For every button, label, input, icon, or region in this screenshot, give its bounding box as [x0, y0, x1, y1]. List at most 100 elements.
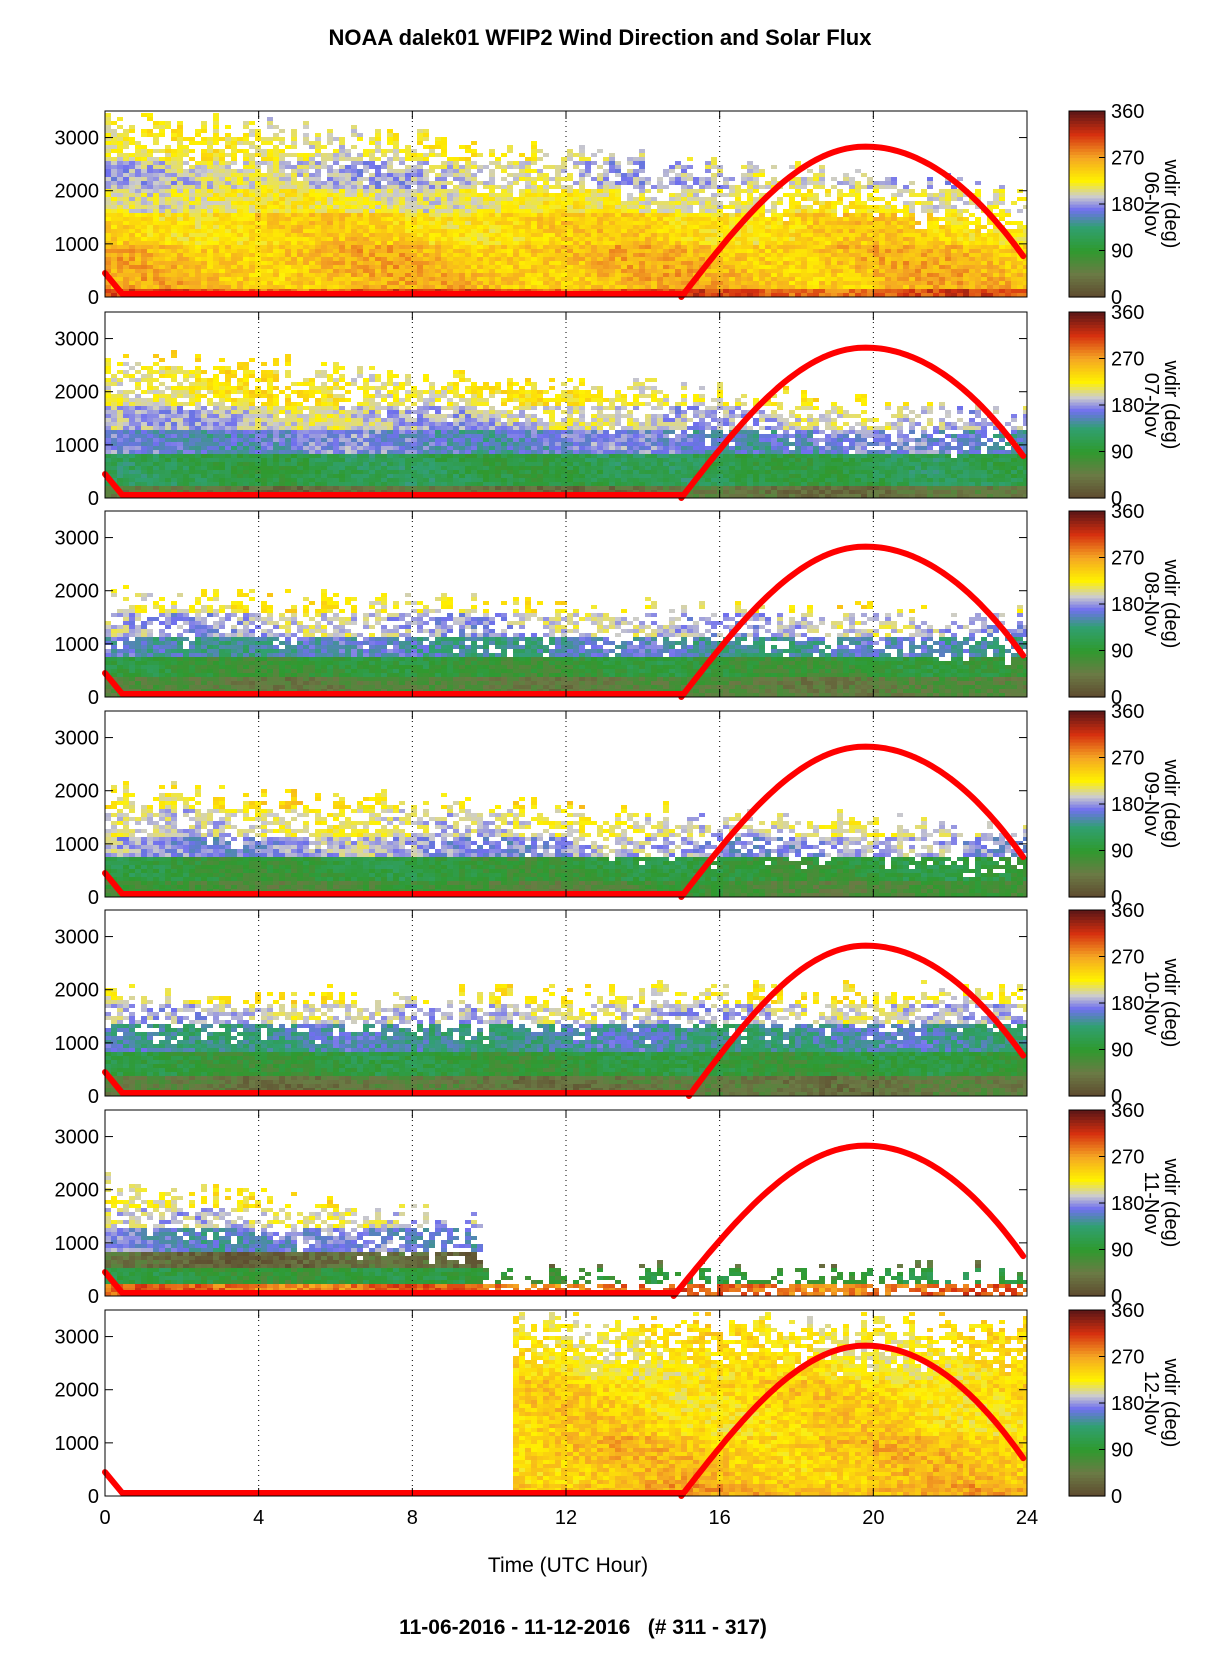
colorbar-segment — [1069, 1086, 1105, 1091]
colorbar-segment — [1069, 953, 1105, 958]
colorbar-segment — [1069, 641, 1105, 645]
colorbar-segment — [1069, 726, 1105, 731]
colorbar-segment — [1069, 1178, 1105, 1182]
colorbar-segment — [1069, 473, 1105, 477]
colorbar-segment — [1069, 1465, 1105, 1469]
colorbar-segment — [1069, 959, 1105, 964]
colorbar-tick-label: 180 — [1111, 794, 1144, 816]
colorbar-segment — [1069, 1480, 1105, 1485]
colorbar-segment — [1069, 1274, 1105, 1278]
colorbar-segment — [1069, 1080, 1105, 1085]
colorbar-segment — [1069, 872, 1105, 876]
colorbar-segment — [1069, 460, 1105, 465]
colorbar-segment — [1069, 247, 1105, 252]
colorbar-tick-label: 0 — [1111, 887, 1122, 909]
colorbar-segment — [1069, 1381, 1105, 1385]
panel-11-nov: 0 1000 2000 3000 0 90 180 270 360 wdir (deg)11-No… — [55, 1100, 1183, 1308]
colorbar-segment — [1069, 259, 1105, 264]
colorbar-segment — [1069, 554, 1105, 559]
colorbar-segment — [1069, 1390, 1105, 1395]
colorbar-segment — [1069, 200, 1105, 205]
colorbar-segment — [1069, 944, 1105, 948]
colorbar-segment — [1069, 1193, 1105, 1198]
colorbar-segment — [1069, 813, 1105, 817]
panel-12-nov: 0 1000 2000 3000 0 4 8 12 16 20 24 0 90 180 270 360 wdir… — [55, 1300, 1183, 1529]
colorbar-segment — [1069, 1310, 1105, 1314]
colorbar-segment — [1069, 1137, 1105, 1142]
colorbar-tick-label: 270 — [1111, 1347, 1144, 1369]
colorbar-segment — [1069, 176, 1105, 180]
colorbar-segment — [1069, 1212, 1105, 1216]
colorbar-segment — [1069, 785, 1105, 790]
colorbar-segment — [1069, 126, 1105, 131]
colorbar-segment — [1069, 585, 1105, 590]
y-tick-label: 0 — [88, 887, 99, 909]
colorbar-segment — [1069, 947, 1105, 951]
colorbar-segment — [1069, 290, 1105, 295]
colorbar-segment — [1069, 613, 1105, 617]
colorbar-segment — [1069, 1024, 1105, 1029]
x-tick-label: 12 — [555, 1507, 577, 1529]
colorbar-segment — [1069, 346, 1105, 350]
colorbar-segment — [1069, 588, 1105, 593]
colorbar-segment — [1069, 1347, 1105, 1351]
colorbar-tick-label: 270 — [1111, 1147, 1144, 1169]
colorbar-tick-label: 270 — [1111, 947, 1144, 969]
colorbar-segment — [1069, 690, 1105, 695]
colorbar-segment — [1069, 1396, 1105, 1401]
colorbar-segment — [1069, 1175, 1105, 1179]
colorbar-segment — [1069, 950, 1105, 954]
colorbar-segment — [1069, 675, 1105, 679]
colorbar-segment — [1069, 1187, 1105, 1192]
colorbar-segment — [1069, 597, 1105, 602]
colorbar-segment — [1069, 238, 1105, 242]
panel-date-label: 10-Nov — [1140, 971, 1162, 1035]
colorbar-segment — [1069, 800, 1105, 805]
colorbar-segment — [1069, 355, 1105, 360]
colorbar-segment — [1069, 392, 1105, 397]
colorbar-segment — [1069, 1280, 1105, 1285]
colorbar-segment — [1069, 887, 1105, 892]
colorbar-segment — [1069, 1206, 1105, 1210]
colorbar-segment — [1069, 442, 1105, 446]
colorbar-segment — [1069, 358, 1105, 363]
colorbar-segment — [1069, 1271, 1105, 1275]
colorbar-segment — [1069, 711, 1105, 715]
panel-06-nov: 0 1000 2000 3000 0 90 180 270 360 wdir (deg)06-No… — [55, 101, 1183, 309]
colorbar-segment — [1069, 757, 1105, 762]
colorbar-segment — [1069, 662, 1105, 667]
solar-flux-line — [102, 1142, 1027, 1299]
colorbar-segment — [1069, 476, 1105, 480]
colorbar-tick-label: 0 — [1111, 1086, 1122, 1108]
colorbar-segment — [1069, 1359, 1105, 1364]
colorbar-segment — [1069, 962, 1105, 967]
colorbar-label: wdir (deg) — [1160, 958, 1182, 1048]
y-tick-label: 1000 — [55, 1433, 100, 1455]
colorbar-segment — [1069, 520, 1105, 524]
x-axis-label: Time (UTC Hour) — [488, 1554, 648, 1577]
colorbar-segment — [1069, 1237, 1105, 1241]
colorbar-segment — [1069, 315, 1105, 319]
colorbar-segment — [1069, 1009, 1105, 1013]
colorbar-segment — [1069, 996, 1105, 1001]
colorbar-segment — [1069, 1412, 1105, 1416]
colorbar-segment — [1069, 1384, 1105, 1389]
colorbar-segment — [1069, 405, 1105, 409]
colorbar-tick-label: 90 — [1111, 442, 1133, 464]
panel-date-label: 07-Nov — [1140, 373, 1162, 437]
colorbar-segment — [1069, 1058, 1105, 1063]
colorbar-segment — [1069, 414, 1105, 418]
colorbar-segment — [1069, 788, 1105, 793]
colorbar-segment — [1069, 797, 1105, 802]
x-tick-label: 4 — [253, 1507, 264, 1529]
colorbar-segment — [1069, 1331, 1105, 1336]
colorbar-segment — [1069, 1255, 1105, 1260]
solar-flux-line — [102, 543, 1027, 700]
colorbar-segment — [1069, 324, 1105, 329]
colorbar-segment — [1069, 1387, 1105, 1392]
colorbar-tick-label: 360 — [1111, 1100, 1144, 1122]
colorbar-segment — [1069, 582, 1105, 586]
colorbar-segment — [1069, 312, 1105, 316]
colorbar-segment — [1069, 1037, 1105, 1041]
